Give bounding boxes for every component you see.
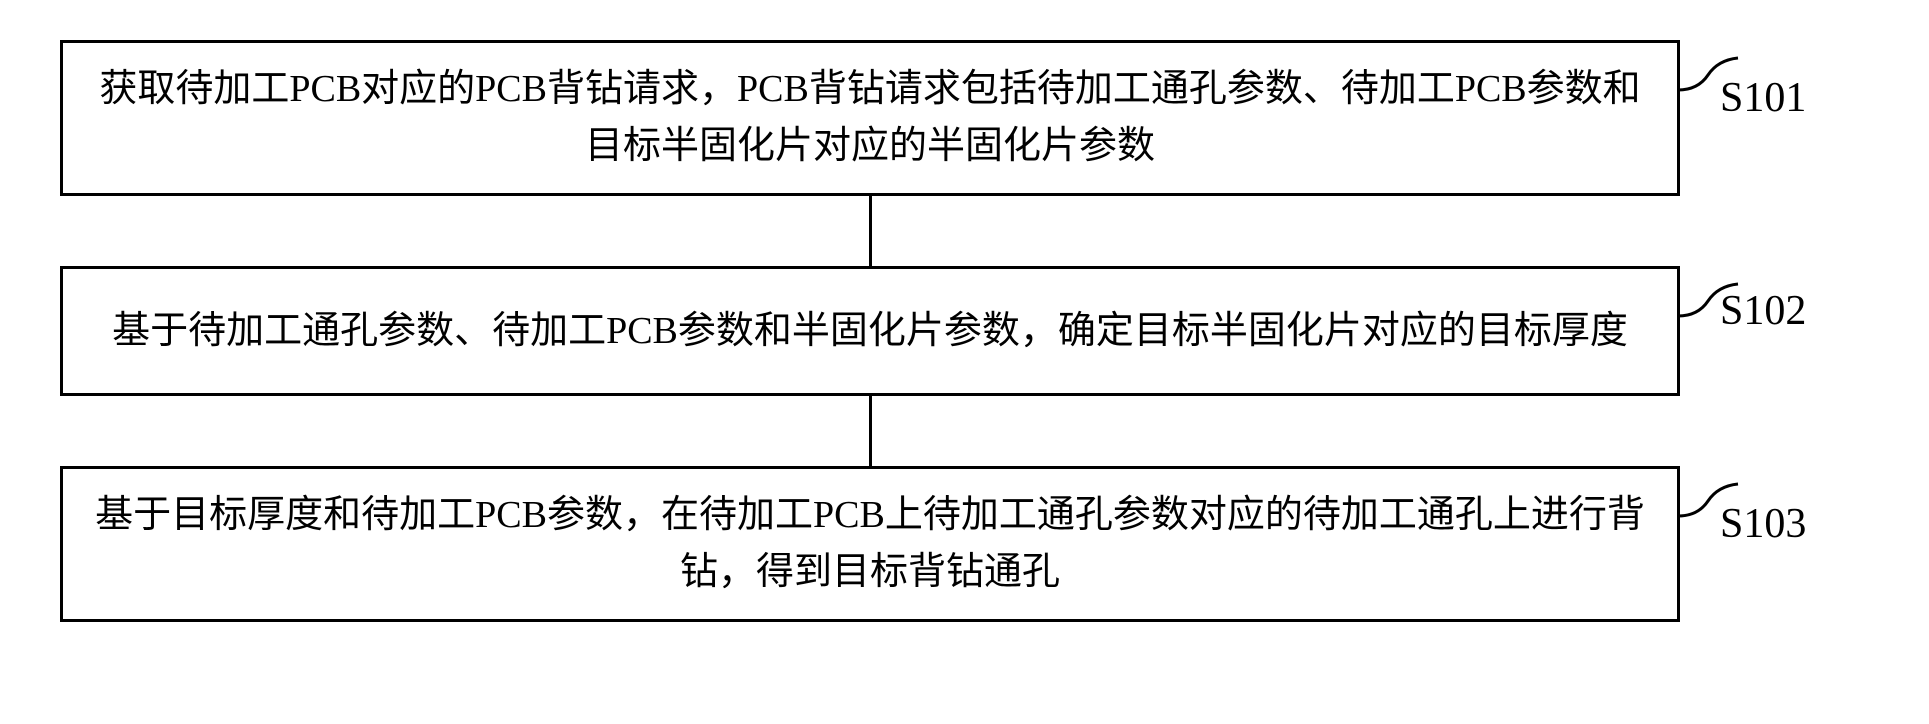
step-box-1: 获取待加工PCB对应的PCB背钻请求，PCB背钻请求包括待加工通孔参数、待加工P… bbox=[60, 40, 1680, 196]
connector-wrap-2 bbox=[60, 396, 1869, 466]
step-label-2: S102 bbox=[1720, 287, 1806, 335]
step-row-3: 基于目标厚度和待加工PCB参数，在待加工PCB上待加工通孔参数对应的待加工通孔上… bbox=[60, 466, 1869, 622]
connector-2-3 bbox=[869, 396, 872, 466]
step-text-2: 基于待加工通孔参数、待加工PCB参数和半固化片参数，确定目标半固化片对应的目标厚… bbox=[112, 303, 1628, 360]
step-row-2: 基于待加工通孔参数、待加工PCB参数和半固化片参数，确定目标半固化片对应的目标厚… bbox=[60, 266, 1869, 396]
step-box-2: 基于待加工通孔参数、待加工PCB参数和半固化片参数，确定目标半固化片对应的目标厚… bbox=[60, 266, 1680, 396]
step-text-3: 基于目标厚度和待加工PCB参数，在待加工PCB上待加工通孔参数对应的待加工通孔上… bbox=[93, 487, 1647, 601]
flowchart-container: 获取待加工PCB对应的PCB背钻请求，PCB背钻请求包括待加工通孔参数、待加工P… bbox=[60, 40, 1869, 622]
connector-1-2 bbox=[869, 196, 872, 266]
step-box-3: 基于目标厚度和待加工PCB参数，在待加工PCB上待加工通孔参数对应的待加工通孔上… bbox=[60, 466, 1680, 622]
step-text-1: 获取待加工PCB对应的PCB背钻请求，PCB背钻请求包括待加工通孔参数、待加工P… bbox=[93, 61, 1647, 175]
step-label-1: S101 bbox=[1720, 74, 1806, 122]
step-row-1: 获取待加工PCB对应的PCB背钻请求，PCB背钻请求包括待加工通孔参数、待加工P… bbox=[60, 40, 1869, 196]
connector-wrap-1 bbox=[60, 196, 1869, 266]
step-label-3: S103 bbox=[1720, 500, 1806, 548]
